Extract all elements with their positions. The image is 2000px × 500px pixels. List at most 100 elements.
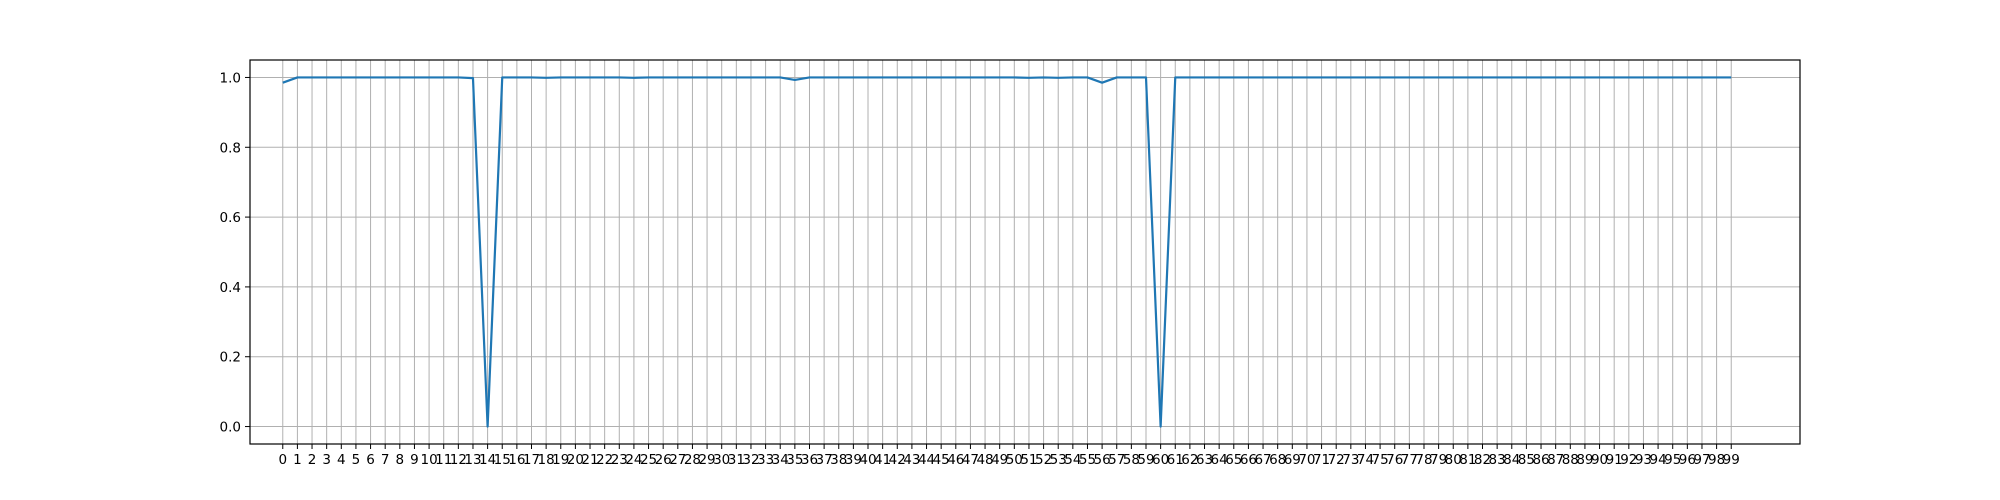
x-tick-label: 5 (352, 452, 361, 468)
x-tick-label: 68 (1269, 452, 1286, 468)
series-layer (282, 76, 1732, 428)
x-tick-label: 26 (655, 452, 672, 468)
y-tick-label: 0.6 (220, 210, 241, 226)
x-tick-label: 95 (1664, 452, 1681, 468)
series-line (282, 76, 1732, 428)
x-tick-label: 86 (1532, 452, 1549, 468)
x-tick-label: 19 (552, 452, 569, 468)
x-tick-label: 43 (903, 452, 920, 468)
x-tick-label: 34 (772, 452, 789, 468)
x-tick-label: 37 (816, 452, 833, 468)
x-tick-label: 29 (698, 452, 715, 468)
x-tick-label: 54 (1064, 452, 1081, 468)
x-tick-label: 35 (786, 452, 803, 468)
x-tick-label: 2 (308, 452, 317, 468)
x-tick-label: 22 (596, 452, 613, 468)
x-tick-label: 46 (947, 452, 964, 468)
x-tick-label: 4 (337, 452, 346, 468)
x-tick-label: 36 (801, 452, 818, 468)
x-tick-label: 38 (830, 452, 847, 468)
x-tick-label: 17 (523, 452, 540, 468)
x-tick-label: 62 (1181, 452, 1198, 468)
x-tick-label: 10 (420, 452, 437, 468)
x-tick-label: 49 (991, 452, 1008, 468)
x-tick-label: 28 (684, 452, 701, 468)
x-tick-label: 98 (1708, 452, 1725, 468)
x-tick-label: 77 (1401, 452, 1418, 468)
x-tick-label: 83 (1489, 452, 1506, 468)
x-tick-label: 58 (1123, 452, 1140, 468)
y-tick-label: 0.8 (220, 140, 241, 156)
x-tick-label: 33 (757, 452, 774, 468)
plot-frame (249, 59, 1801, 445)
x-tick-label: 90 (1591, 452, 1608, 468)
x-tick-label: 76 (1386, 452, 1403, 468)
x-tick-label: 80 (1445, 452, 1462, 468)
x-tick-label: 53 (1050, 452, 1067, 468)
x-tick-label: 59 (1137, 452, 1154, 468)
x-tick-label: 45 (933, 452, 950, 468)
x-tick-label: 66 (1240, 452, 1257, 468)
x-tick-label: 52 (1035, 452, 1052, 468)
axes: 0 1 2 3 4 5 6 7 8 9 101112131415161718192021222324… (220, 59, 1801, 468)
x-tick-label: 70 (1298, 452, 1315, 468)
x-tick-label: 65 (1225, 452, 1242, 468)
y-tick-label: 1.0 (220, 70, 241, 86)
x-tick-label: 94 (1649, 452, 1666, 468)
x-tick-label: 81 (1459, 452, 1476, 468)
x-tick-label: 93 (1635, 452, 1652, 468)
x-tick-label: 55 (1079, 452, 1096, 468)
x-tick-label: 47 (962, 452, 979, 468)
x-tick-label: 84 (1503, 452, 1520, 468)
x-tick-label: 69 (1284, 452, 1301, 468)
x-tick-label: 75 (1371, 452, 1388, 468)
x-tick-label: 51 (1020, 452, 1037, 468)
y-tick-label: 0.4 (220, 280, 241, 296)
x-tick-label: 99 (1723, 452, 1740, 468)
y-tick-label: 0.2 (220, 350, 241, 366)
x-tick-label: 64 (1211, 452, 1228, 468)
x-tick-label: 88 (1562, 452, 1579, 468)
x-tick-label: 30 (713, 452, 730, 468)
x-tick-label: 41 (874, 452, 891, 468)
x-tick-label: 48 (976, 452, 993, 468)
x-tick-label: 92 (1620, 452, 1637, 468)
x-tick-label: 44 (918, 452, 935, 468)
x-tick-label: 39 (845, 452, 862, 468)
x-tick-label: 78 (1415, 452, 1432, 468)
x-tick-label: 74 (1357, 452, 1374, 468)
x-tick-label: 25 (640, 452, 657, 468)
x-tick-label: 13 (464, 452, 481, 468)
x-tick-label: 87 (1547, 452, 1564, 468)
x-tick-label: 60 (1152, 452, 1169, 468)
x-tick-label: 8 (396, 452, 405, 468)
x-tick-label: 42 (889, 452, 906, 468)
x-tick-label: 7 (381, 452, 390, 468)
x-tick-label: 50 (1006, 452, 1023, 468)
x-tick-label: 91 (1606, 452, 1623, 468)
x-tick-label: 82 (1474, 452, 1491, 468)
x-tick-label: 12 (450, 452, 467, 468)
x-tick-label: 3 (322, 452, 331, 468)
x-tick-label: 1 (293, 452, 302, 468)
x-tick-label: 15 (494, 452, 511, 468)
x-tick-label: 18 (538, 452, 555, 468)
x-tick-label: 23 (611, 452, 628, 468)
x-tick-label: 9 (410, 452, 419, 468)
x-tick-label: 20 (567, 452, 584, 468)
x-tick-label: 40 (859, 452, 876, 468)
x-tick-label: 85 (1518, 452, 1535, 468)
x-tick-label: 79 (1430, 452, 1447, 468)
x-tick-label: 89 (1576, 452, 1593, 468)
x-tick-label: 11 (435, 452, 452, 468)
x-tick-label: 0 (278, 452, 287, 468)
x-tick-label: 72 (1328, 452, 1345, 468)
x-tick-label: 71 (1313, 452, 1330, 468)
x-tick-label: 31 (728, 452, 745, 468)
x-tick-label: 63 (1196, 452, 1213, 468)
y-tick-label: 0.0 (220, 420, 241, 436)
x-tick-label: 56 (1094, 452, 1111, 468)
x-tick-label: 61 (1167, 452, 1184, 468)
